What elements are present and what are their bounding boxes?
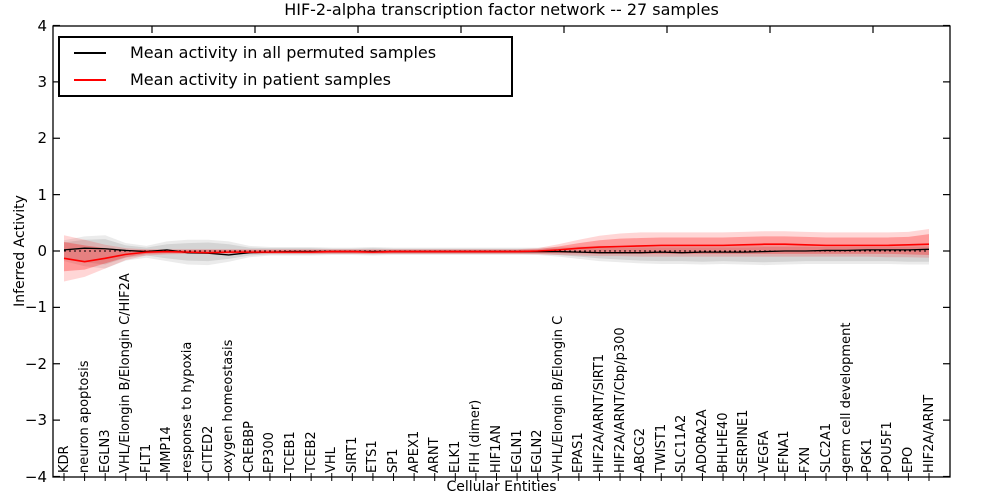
patient-mean-line [63,243,930,263]
x-tick-label: HIF1AN [489,425,504,473]
x-tick-label: APEX1 [406,430,422,473]
x-tick-label: VHL/Elongin B/Elongin C [550,315,566,473]
x-tick-label: ABCG2 [633,427,649,473]
x-tick-label: EFNA1 [777,430,793,473]
y-tick-label: 1 [37,185,47,204]
x-tick-label: HIF2A/ARNT [921,394,937,473]
x-tick-label: SERPINE1 [736,409,752,473]
x-tick-label: ADORA2A [694,409,710,473]
y-tick-label: 2 [37,129,47,148]
y-tick-label: 3 [37,72,47,91]
x-tick-label: TCEB1 [283,431,299,473]
x-tick-label: FXN [797,446,813,473]
chart-title: HIF-2-alpha transcription factor network… [284,0,719,19]
x-axis-label: Cellular Entities [446,479,557,495]
y-tick-label: 0 [37,242,47,260]
x-tick-label: KDR [56,445,72,473]
x-tick-label: HIF2A/ARNT/Cbp/p300 [612,327,628,473]
permuted-line-swatch [74,52,106,55]
x-tick-label: SLC11A2 [674,414,690,473]
x-tick-label: POU5F1 [880,421,896,473]
x-tick-label: EGLN1 [509,429,525,473]
x-tick-label: TWIST1 [653,423,669,473]
x-tick-label: ELK1 [447,440,463,473]
patient-inner-band [64,234,929,272]
x-tick-label: neuron apoptosis [77,360,93,474]
x-tick-label: response to hypoxia [180,341,196,473]
x-tick-label: HIF2A/ARNT/SIRT1 [591,354,607,473]
x-tick-label: ARNT [427,437,443,473]
legend-label-permuted: Mean activity in all permuted samples [130,43,437,63]
patient-outer-band [64,229,929,282]
x-tick-label: MMP14 [159,426,175,473]
y-tick-label: −2 [24,354,47,373]
x-tick-label: EPAS1 [571,432,587,473]
x-tick-label: TCEB2 [303,431,319,473]
x-tick-label: SIRT1 [344,436,360,473]
legend-row-patient: Mean activity in patient samples [74,69,511,89]
x-tick-label: EPO [900,446,916,473]
legend: Mean activity in all permuted samples Me… [58,36,513,97]
x-tick-label: VHL/Elongin B/Elongin C/HIF2A [118,273,134,473]
x-tick-label: EGLN2 [530,429,546,473]
y-tick-label: 4 [37,16,47,35]
legend-row-permuted: Mean activity in all permuted samples [74,44,511,62]
x-tick-label: BHLHE40 [715,412,731,473]
x-tick-label: VEGFA [756,430,772,473]
x-tick-label: EGLN3 [97,429,113,473]
x-tick-label: ETS1 [365,440,381,473]
x-tick-label: CITED2 [200,425,216,473]
y-tick-label: −4 [24,467,47,486]
x-tick-label: EP300 [262,432,278,473]
x-tick-label: FLT1 [138,443,154,473]
x-tick-label: CREBBP [241,421,257,473]
y-tick-label: −3 [24,411,47,430]
x-tick-label: germ cell development [839,322,855,473]
legend-label-patient: Mean activity in patient samples [130,69,391,89]
y-tick-label: −1 [24,298,47,317]
x-tick-label: SP1 [386,448,402,473]
x-tick-label: FIH (dimer) [468,399,484,473]
x-tick-label: SLC2A1 [818,422,834,473]
x-tick-label: VHL [324,447,340,473]
x-tick-label: oxygen homeostasis [221,339,237,473]
patient-line-swatch [74,78,106,81]
x-tick-label: PGK1 [859,438,875,473]
